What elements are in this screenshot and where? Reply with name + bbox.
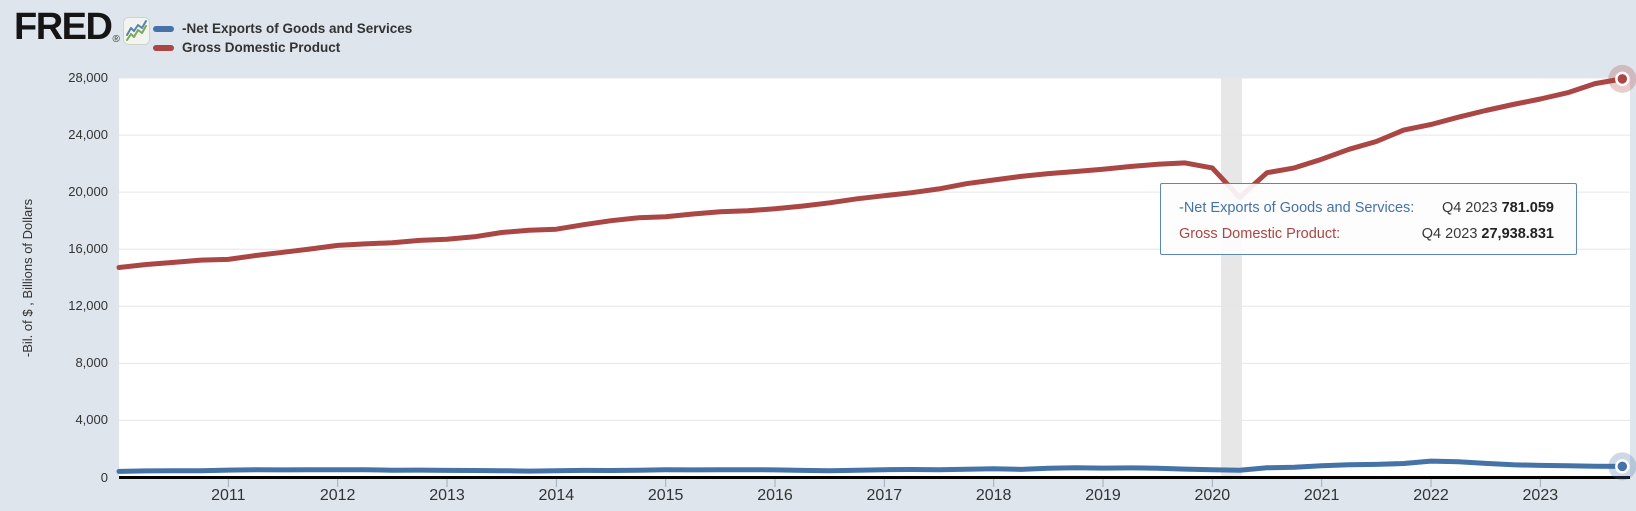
x-axis-tick-label: 2020	[1194, 487, 1231, 504]
x-axis-tick-label: 2012	[319, 487, 356, 504]
y-axis-title: -Bil. of $ , Billions of Dollars	[20, 198, 35, 358]
y-axis-tick-label: 24,000	[68, 127, 108, 143]
legend-item-gdp[interactable]: Gross Domestic Product	[153, 38, 412, 57]
x-axis-tick-label: 2018	[975, 487, 1012, 504]
tooltip-value: 781.059	[1501, 200, 1554, 216]
plot-area[interactable]	[119, 78, 1630, 479]
tooltip-row-net-exports: -Net Exports of Goods and Services: Q4 2…	[1179, 195, 1554, 221]
x-axis-tick-label: 2017	[866, 487, 903, 504]
y-axis-tick-label: 12,000	[68, 298, 108, 314]
x-axis-tick-label: 2021	[1303, 487, 1340, 504]
y-axis-tick-label: 8,000	[75, 355, 108, 371]
x-axis-tick-label: 2011	[211, 487, 246, 504]
legend-item-net-exports[interactable]: -Net Exports of Goods and Services	[153, 19, 412, 38]
tooltip-period: Q4 2023	[1421, 226, 1478, 242]
legend-swatch-net-exports	[153, 25, 174, 32]
x-axis-tick-label: 2016	[757, 487, 793, 504]
recession-band-2020	[1221, 78, 1242, 478]
fred-logo-chart-icon	[122, 17, 150, 45]
legend: -Net Exports of Goods and Services Gross…	[153, 19, 412, 57]
x-axis-tick-label: 2023	[1522, 487, 1559, 504]
tooltip-period: Q4 2023	[1441, 200, 1498, 216]
fred-logo-text: FRED	[14, 6, 113, 48]
y-axis-tick-label: 16,000	[68, 241, 108, 257]
series-line-net-exports[interactable]	[116, 458, 1625, 474]
legend-label-net-exports: -Net Exports of Goods and Services	[182, 21, 413, 36]
registered-trademark-mark: ®	[112, 34, 120, 45]
y-axis-tick-label: 28,000	[68, 70, 108, 85]
y-axis-tick-label: 20,000	[68, 184, 108, 200]
tooltip-value: 27,938.831	[1481, 226, 1554, 242]
hover-tooltip: -Net Exports of Goods and Services: Q4 2…	[1160, 183, 1577, 255]
x-axis-tick-label: 2013	[429, 487, 465, 504]
y-axis-tick-label: 0	[100, 469, 108, 485]
y-axis-tick-label: 4,000	[75, 412, 108, 428]
tooltip-series-label: Gross Domestic Product:	[1179, 226, 1341, 242]
hover-marker-net-exports	[1615, 459, 1630, 474]
fred-logo-link[interactable]: FRED ®	[14, 6, 150, 50]
legend-label-gdp: Gross Domestic Product	[182, 40, 341, 55]
hover-marker-gdp	[1615, 71, 1630, 87]
series-line-gdp[interactable]	[116, 76, 1625, 270]
legend-swatch-gdp	[153, 44, 174, 51]
x-axis-tick-label: 2022	[1413, 487, 1449, 504]
tooltip-row-gdp: Gross Domestic Product: Q4 2023 27,938.83…	[1179, 221, 1554, 247]
x-axis-tick-label: 2019	[1085, 487, 1121, 504]
x-axis-tick-label: 2015	[647, 487, 684, 504]
x-axis-tick-label: 2014	[538, 487, 575, 504]
tooltip-series-label: -Net Exports of Goods and Services:	[1179, 200, 1415, 216]
